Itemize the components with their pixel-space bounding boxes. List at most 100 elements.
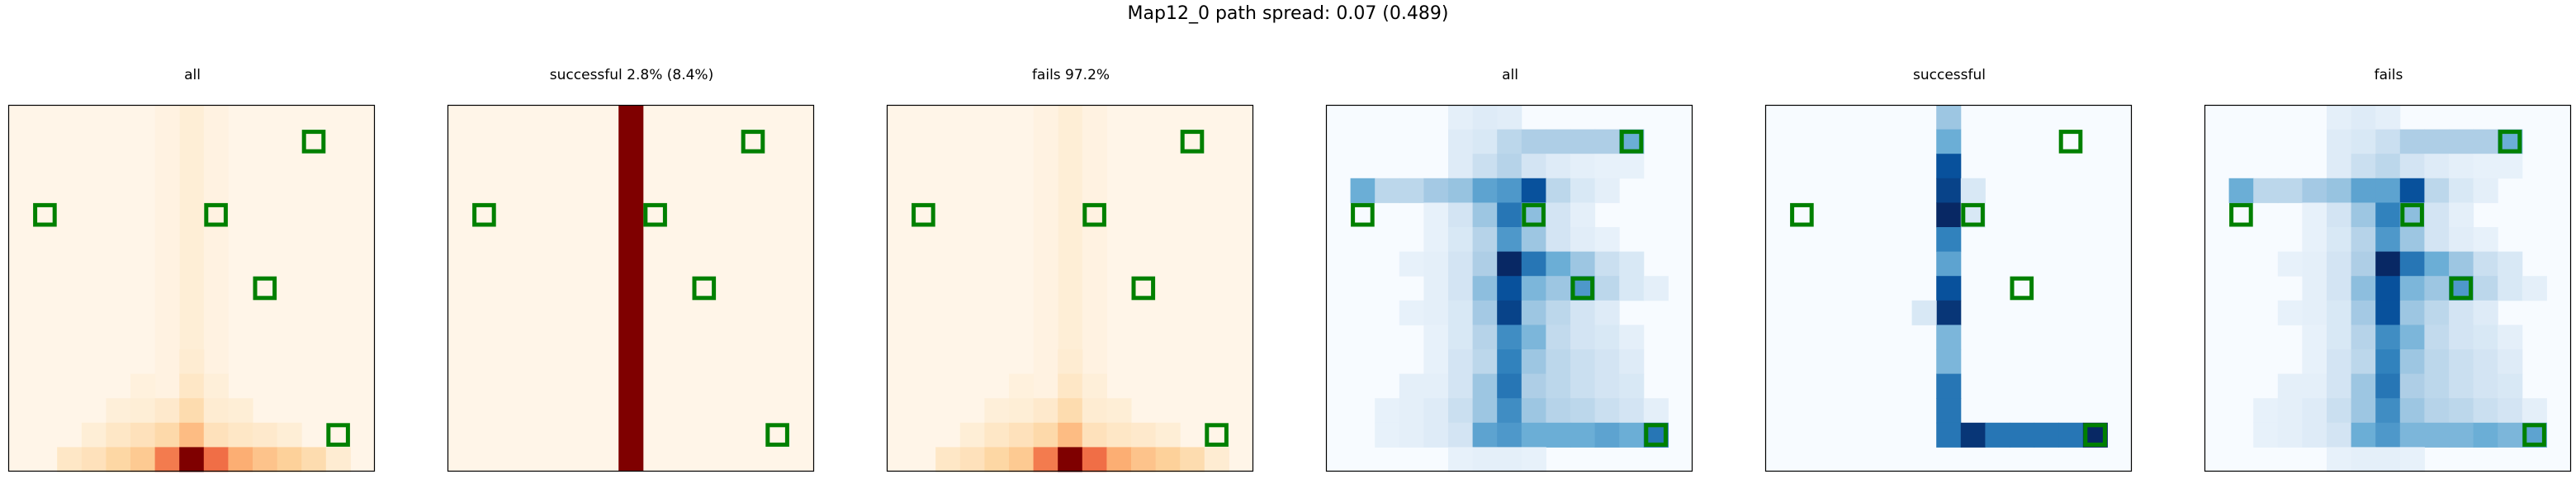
heatmap-cell xyxy=(1619,325,1645,350)
heatmap-cell xyxy=(2277,398,2303,424)
heatmap-cell xyxy=(1399,178,1424,203)
heatmap-cell xyxy=(1521,447,1546,472)
heatmap-cell xyxy=(179,373,205,399)
heatmap-cell xyxy=(2302,398,2327,424)
heatmap-cell xyxy=(2327,300,2352,325)
heatmap-cell xyxy=(2473,373,2498,399)
heatmap-cell xyxy=(2302,325,2327,350)
heatmap-cell xyxy=(1936,154,1962,179)
heatmap-cell xyxy=(1546,251,1571,277)
heatmap-panel-2 xyxy=(447,104,815,472)
heatmap-cell xyxy=(1448,129,1474,154)
heatmap-cell xyxy=(2498,373,2523,399)
heatmap-cell xyxy=(2399,154,2425,179)
heatmap-cell xyxy=(2449,227,2474,253)
heatmap-cell xyxy=(1619,276,1645,301)
heatmap-cell xyxy=(1497,178,1522,203)
heatmap-cell xyxy=(1521,325,1546,350)
heatmap-cell xyxy=(1448,398,1474,424)
heatmap-cell xyxy=(2449,373,2474,399)
heatmap-panel-3 xyxy=(886,104,1254,472)
target-marker xyxy=(765,423,789,447)
heatmap-cell xyxy=(2424,349,2450,375)
heatmap-cell xyxy=(2327,154,2352,179)
heatmap-cell xyxy=(2522,276,2547,301)
heatmap-cell xyxy=(1594,251,1620,277)
heatmap-cell xyxy=(2228,178,2254,203)
heatmap-cell xyxy=(1594,178,1620,203)
heatmap-cell xyxy=(1497,447,1522,472)
heatmap-cell xyxy=(1619,398,1645,424)
target-marker xyxy=(1082,202,1106,227)
heatmap-cell xyxy=(1448,300,1474,325)
heatmap-cell xyxy=(1594,227,1620,253)
heatmap-panel-1 xyxy=(7,104,376,472)
heatmap-cell xyxy=(203,398,229,424)
target-marker xyxy=(204,202,228,227)
heatmap-cell xyxy=(2424,422,2450,448)
heatmap-cell xyxy=(1936,373,1962,399)
heatmap-cell xyxy=(2424,300,2450,325)
heatmap-cell xyxy=(106,447,131,472)
heatmap-cell xyxy=(1619,373,1645,399)
heatmap-cell xyxy=(2498,422,2523,448)
heatmap-cell xyxy=(1594,154,1620,179)
heatmap-cell xyxy=(2498,398,2523,424)
heatmap-cell xyxy=(1497,373,1522,399)
heatmap-cell xyxy=(1058,349,1083,375)
heatmap-cell xyxy=(1472,129,1498,154)
heatmap-cell xyxy=(2375,129,2401,154)
heatmap-cell xyxy=(1570,300,1596,325)
heatmap-cell xyxy=(2449,154,2474,179)
heatmap-panel-5 xyxy=(1764,104,2133,472)
heatmap-cell xyxy=(1546,398,1571,424)
heatmap-cell xyxy=(2399,422,2425,448)
heatmap-cell xyxy=(2302,373,2327,399)
target-marker xyxy=(2083,423,2107,447)
heatmap-cell xyxy=(228,422,253,448)
axes-frame xyxy=(1325,104,1693,472)
heatmap-cell xyxy=(2327,398,2352,424)
axes-frame xyxy=(886,104,1254,472)
heatmap-cell xyxy=(1472,422,1498,448)
heatmap-cell xyxy=(2424,325,2450,350)
heatmap-cell xyxy=(2399,398,2425,424)
heatmap-cell xyxy=(301,447,327,472)
heatmap-cell xyxy=(1936,129,1962,154)
heatmap-cell xyxy=(1570,398,1596,424)
heatmap-cell xyxy=(2449,349,2474,375)
heatmap-cell xyxy=(2424,202,2450,228)
heatmap-cell xyxy=(1570,154,1596,179)
heatmap-cell xyxy=(1423,276,1449,301)
axes-frame xyxy=(7,104,376,472)
heatmap-cell xyxy=(1546,178,1571,203)
target-marker xyxy=(643,202,667,227)
heatmap-cell xyxy=(959,422,985,448)
heatmap-cell xyxy=(1033,447,1058,472)
heatmap-cell xyxy=(1936,349,1962,375)
heatmap-cell xyxy=(984,398,1010,424)
heatmap-cell xyxy=(1472,202,1498,228)
heatmap-cell xyxy=(1106,422,1132,448)
heatmap-cell xyxy=(2498,276,2523,301)
heatmap-cell xyxy=(2302,202,2327,228)
heatmap-cell xyxy=(1423,227,1449,253)
heatmap-cell xyxy=(2327,105,2352,130)
heatmap-cell xyxy=(253,447,278,472)
heatmap-cell xyxy=(2277,373,2303,399)
heatmap-cell xyxy=(2399,373,2425,399)
heatmap-cell xyxy=(1594,300,1620,325)
heatmap-cell xyxy=(1375,178,1400,203)
heatmap-cell xyxy=(1570,178,1596,203)
heatmap-cell xyxy=(2351,422,2376,448)
heatmap-cell xyxy=(1472,349,1498,375)
heatmap-cell xyxy=(2473,178,2498,203)
heatmap-cell xyxy=(2473,227,2498,253)
figure-title: Map12_0 path spread: 0.07 (0.489) xyxy=(1127,3,1449,24)
heatmap-cell xyxy=(2302,300,2327,325)
heatmap-cell xyxy=(2473,129,2498,154)
heatmap-cell xyxy=(1594,325,1620,350)
heatmap-cell xyxy=(2473,349,2498,375)
heatmap-cell xyxy=(1131,422,1157,448)
heatmap-cell xyxy=(1082,373,1107,399)
